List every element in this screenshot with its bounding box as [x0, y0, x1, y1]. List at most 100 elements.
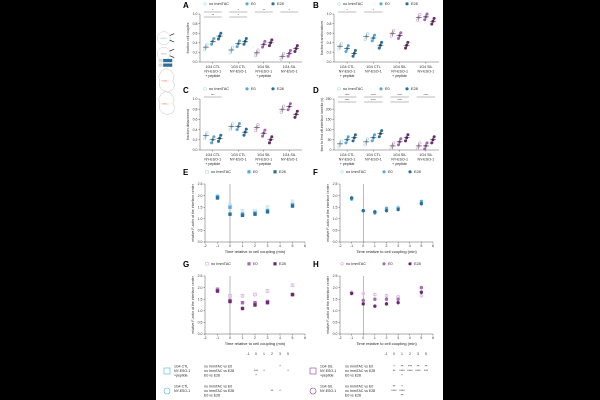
legend-marker [340, 170, 344, 174]
x-axis-label: Time relative to cell coupling (min) [356, 249, 417, 254]
x-tick-label: 2 [254, 244, 256, 248]
legend-label: E28 [414, 262, 421, 266]
y-tick-label: 2.0 [198, 286, 203, 290]
data-point [237, 39, 241, 43]
category-label: + peptide [205, 162, 220, 166]
legend-marker [203, 87, 207, 91]
data-point [370, 139, 374, 143]
y-tick-label: 200 [326, 107, 332, 111]
data-group [242, 127, 249, 137]
data-point [282, 104, 286, 108]
y-tick-label: 0.2 [193, 51, 198, 55]
legend-label: E0 [388, 262, 393, 266]
data-group [403, 133, 410, 143]
data-point [203, 48, 207, 52]
panel-label-g: G [183, 260, 190, 269]
data-group [429, 135, 436, 145]
data-group [216, 31, 223, 41]
data-point [228, 299, 232, 304]
comparison-label: no ImmTAC vs E28 [204, 369, 234, 373]
data-point [419, 202, 424, 206]
data-point [216, 139, 220, 143]
legend-label: E28 [279, 170, 286, 174]
significance-label: ** [212, 13, 215, 17]
immtac-icon [169, 48, 175, 59]
y-axis-label: relative F-actin at the interface center [326, 183, 330, 242]
panel-label-h: H [313, 260, 319, 269]
data-point [419, 285, 424, 290]
data-point [240, 294, 245, 298]
t-cell-sil-icon [157, 47, 171, 61]
data-group [403, 40, 410, 50]
data-point [361, 208, 365, 213]
y-axis-label: relative F-actin at the interface center [191, 275, 195, 334]
group-label: 1G4 CTL [174, 385, 188, 389]
data-point [265, 210, 270, 214]
y-tick-label: 0.0 [193, 60, 198, 64]
legend-marker [247, 170, 251, 174]
legend-label: no ImmTAC [343, 2, 363, 6]
data-point [361, 302, 365, 306]
significance-mark: *** [424, 369, 429, 373]
data-group [396, 137, 403, 147]
category-label: 1G4 CTL [205, 153, 220, 157]
x-tick-label: 4 [409, 336, 411, 340]
x-tick-label: 1 [374, 336, 376, 340]
significance-label: * [289, 8, 291, 12]
data-point [203, 137, 207, 141]
significance-label: **** [371, 98, 377, 102]
x-tick-label: 3 [267, 336, 269, 340]
data-point [384, 302, 389, 306]
legend-label: E28 [411, 87, 418, 91]
data-point [361, 291, 365, 296]
significance-mark: * [279, 365, 281, 369]
legend-label: no ImmTAC [346, 262, 366, 266]
data-point [256, 48, 260, 52]
x-tick-label: 5 [420, 244, 422, 248]
data-point [279, 110, 283, 114]
data-point [293, 115, 297, 119]
data-point [216, 37, 220, 41]
x-tick-label: 6 [304, 244, 306, 248]
data-point [404, 139, 408, 143]
data-point [344, 49, 348, 53]
data-group [202, 131, 209, 141]
data-point [337, 47, 341, 51]
data-point [419, 294, 424, 298]
data-group [389, 141, 396, 151]
target-cell-icon [158, 91, 176, 116]
data-point [240, 213, 245, 218]
legend-label: no ImmTAC [209, 2, 229, 6]
data-group [363, 137, 370, 147]
data-point [231, 45, 235, 49]
data-point [406, 133, 410, 137]
data-point [290, 204, 295, 208]
group-label: 1G4 CTL [174, 365, 188, 369]
y-tick-label: 0.0 [333, 240, 338, 244]
category-label: NY-ESO-1 [255, 158, 272, 162]
data-point [205, 131, 209, 135]
chart-b: no ImmTAC E0 E28 0.0 0.2 0.4 0.6 0.8 1.0 fraction… [320, 2, 439, 78]
y-tick-label: 1.5 [333, 205, 338, 209]
data-point [406, 40, 410, 44]
timepoint-header: 2 [271, 352, 273, 356]
y-axis-label: time to first off-interface lamella (s) [320, 98, 324, 152]
legend-label: E0 [253, 262, 258, 266]
data-group [228, 121, 235, 132]
y-tick-label: 0.5 [198, 321, 203, 325]
data-point [263, 39, 267, 43]
data-point [370, 39, 374, 43]
data-group [242, 36, 249, 46]
significance-label: **** [397, 93, 403, 97]
data-point [215, 289, 220, 293]
y-tick-label: 0.0 [198, 332, 203, 336]
data-point [389, 34, 393, 38]
x-tick-label: 6 [432, 336, 434, 340]
legend-label: no ImmTAC [209, 87, 229, 91]
immtac-icon [169, 33, 175, 43]
data-point [346, 135, 350, 139]
legend-marker [337, 2, 341, 6]
significance-label: * [238, 8, 240, 12]
data-point [270, 38, 274, 42]
y-tick-label: 0.2 [327, 51, 332, 55]
